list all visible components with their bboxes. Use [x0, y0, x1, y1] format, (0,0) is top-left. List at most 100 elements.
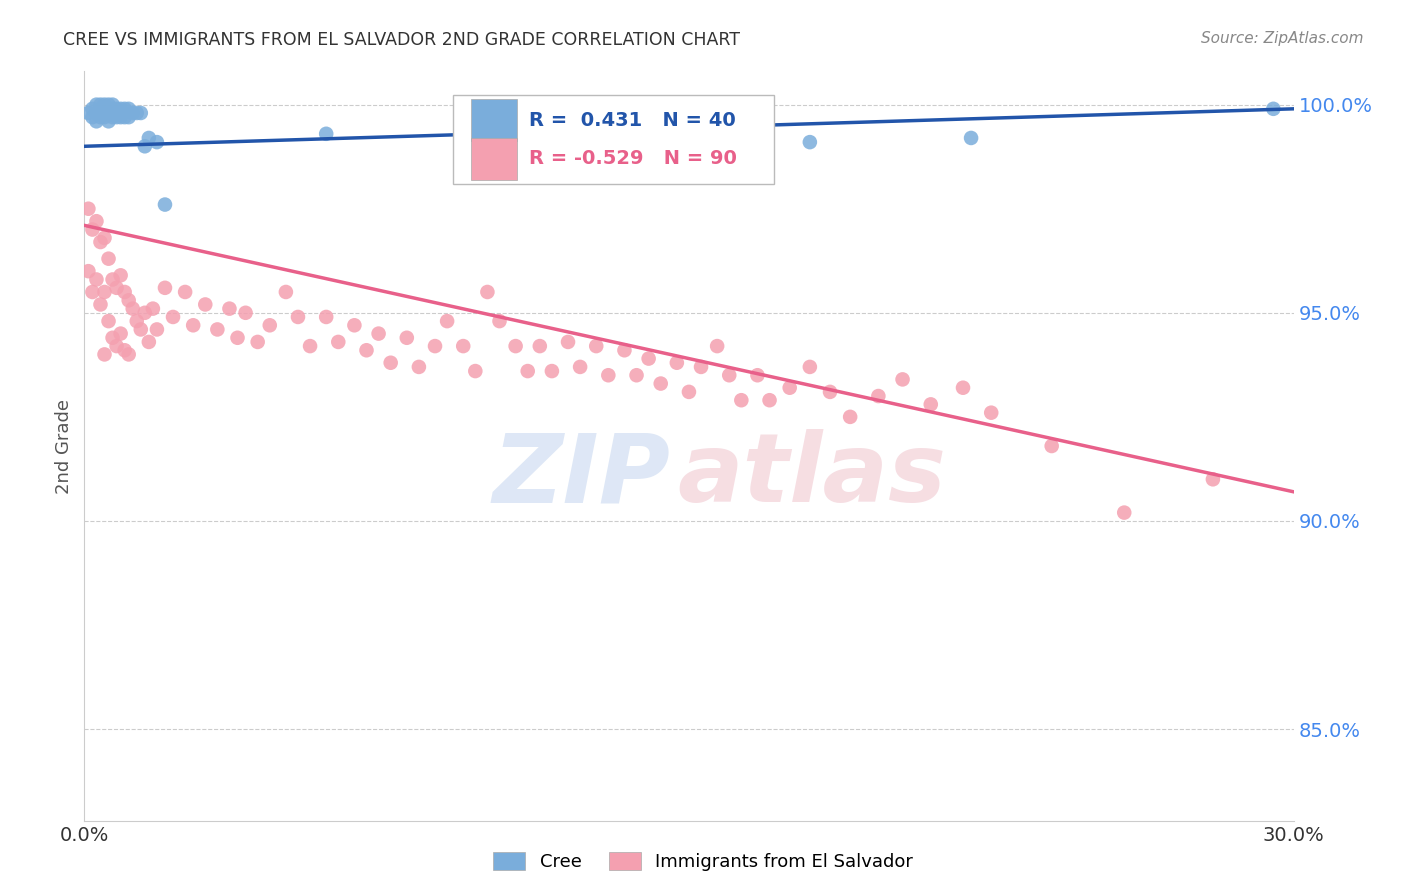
Point [121, 301, 143, 316]
Point [818, 384, 841, 399]
Text: ZIP: ZIP [494, 429, 671, 523]
Point [82, 102, 104, 116]
Point [86, 214, 108, 228]
Point [114, 102, 136, 116]
Point [207, 322, 229, 336]
Point [138, 131, 160, 145]
Point [799, 359, 821, 374]
Point [516, 364, 538, 378]
Point [718, 368, 741, 383]
Point [920, 397, 942, 411]
Point [86, 97, 108, 112]
Point [980, 406, 1002, 420]
Point [134, 306, 156, 320]
Point [129, 106, 152, 120]
Point [194, 297, 217, 311]
Point [146, 135, 169, 149]
Point [730, 393, 752, 408]
Point [89, 97, 111, 112]
Point [77, 264, 100, 278]
Point [125, 106, 148, 120]
Point [101, 331, 124, 345]
Point [77, 202, 100, 216]
Text: atlas: atlas [676, 429, 946, 523]
Point [105, 110, 128, 124]
Point [89, 235, 111, 249]
Point [101, 102, 124, 116]
Text: CREE VS IMMIGRANTS FROM EL SALVADOR 2ND GRADE CORRELATION CHART: CREE VS IMMIGRANTS FROM EL SALVADOR 2ND … [63, 31, 741, 49]
Point [1040, 439, 1063, 453]
Point [477, 285, 499, 299]
Point [557, 334, 579, 349]
Point [246, 334, 269, 349]
Point [299, 339, 322, 353]
Point [86, 272, 108, 286]
Point [637, 351, 659, 366]
Point [97, 97, 120, 112]
Point [799, 135, 821, 149]
Point [110, 110, 132, 124]
Point [505, 339, 527, 353]
Point [162, 310, 184, 324]
Point [259, 318, 281, 333]
Point [598, 139, 620, 153]
Point [110, 102, 132, 116]
Point [1263, 102, 1285, 116]
Point [101, 272, 124, 286]
Point [89, 110, 111, 124]
Y-axis label: 2nd Grade: 2nd Grade [55, 399, 73, 493]
Point [423, 339, 446, 353]
FancyBboxPatch shape [453, 95, 773, 184]
Point [356, 343, 378, 358]
Point [153, 281, 176, 295]
Point [343, 318, 366, 333]
Point [82, 285, 104, 299]
Point [138, 334, 160, 349]
Point [93, 347, 115, 361]
Point [585, 339, 607, 353]
Point [328, 334, 350, 349]
Point [436, 314, 458, 328]
Point [114, 110, 136, 124]
Point [82, 222, 104, 236]
Point [181, 318, 204, 333]
Point [408, 359, 430, 374]
Point [598, 368, 620, 383]
Point [758, 393, 780, 408]
Point [97, 252, 120, 266]
Point [451, 339, 474, 353]
Point [125, 314, 148, 328]
Point [93, 231, 115, 245]
Point [121, 106, 143, 120]
Point [105, 339, 128, 353]
Point [1114, 506, 1136, 520]
Point [118, 347, 141, 361]
Point [101, 97, 124, 112]
Point [142, 301, 165, 316]
FancyBboxPatch shape [471, 100, 517, 141]
Point [569, 359, 592, 374]
Point [97, 102, 120, 116]
Point [665, 356, 688, 370]
Point [97, 106, 120, 120]
Point [93, 97, 115, 112]
Point [86, 114, 108, 128]
Point [868, 389, 890, 403]
Point [114, 343, 136, 358]
Point [891, 372, 914, 386]
Point [101, 110, 124, 124]
Point [529, 339, 551, 353]
Point [235, 306, 257, 320]
Point [89, 297, 111, 311]
Point [89, 102, 111, 116]
Point [678, 384, 700, 399]
Point [690, 359, 713, 374]
Point [613, 343, 636, 358]
Point [952, 381, 974, 395]
Point [226, 331, 249, 345]
Point [118, 293, 141, 308]
Point [118, 110, 141, 124]
Point [779, 381, 801, 395]
Text: R = -0.529   N = 90: R = -0.529 N = 90 [529, 150, 737, 169]
Text: R =  0.431   N = 40: R = 0.431 N = 40 [529, 111, 737, 129]
